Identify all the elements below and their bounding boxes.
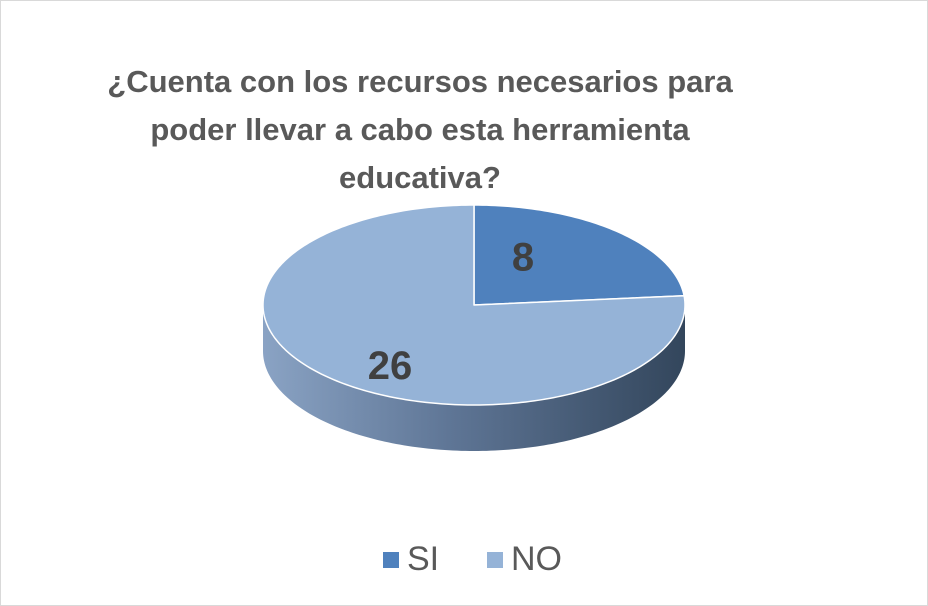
legend-label: SI [407,540,439,578]
data-label: 8 [512,235,534,279]
slice [262,204,686,406]
data-label: 26 [368,344,413,388]
slice-side [263,305,685,451]
legend-swatch [487,552,503,568]
legend-swatch [383,552,399,568]
slice [473,204,685,306]
chart-title: ¿Cuenta con los recursos necesarios para… [107,64,733,195]
legend-label: NO [511,540,562,578]
